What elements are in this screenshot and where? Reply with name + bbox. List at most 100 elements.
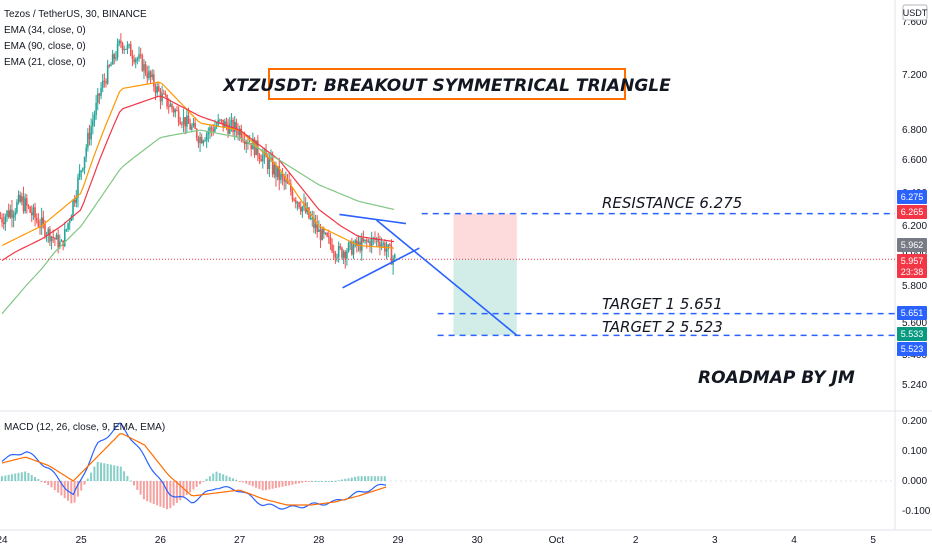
candle-body bbox=[44, 223, 46, 237]
candle-body bbox=[131, 55, 134, 60]
macd-histogram-bar bbox=[324, 481, 327, 482]
candle-body bbox=[293, 199, 295, 201]
candle-body bbox=[139, 54, 142, 56]
time-tick-label: 2 bbox=[633, 535, 639, 546]
candle-body bbox=[352, 245, 355, 255]
macd-histogram-bar bbox=[334, 480, 337, 482]
macd-histogram-bar bbox=[222, 474, 225, 481]
macd-histogram-bar bbox=[70, 481, 73, 504]
candle-body bbox=[370, 238, 373, 247]
price-tag-text: 6.265 bbox=[901, 207, 924, 217]
candle-body bbox=[331, 244, 333, 252]
macd-histogram-bar bbox=[370, 476, 373, 481]
candle-body bbox=[115, 57, 117, 59]
macd-histogram-bar bbox=[265, 481, 267, 491]
macd-histogram-bar bbox=[284, 481, 287, 487]
macd-histogram-bar bbox=[248, 481, 251, 485]
macd-histogram-bar bbox=[172, 481, 175, 506]
candle-body bbox=[200, 136, 203, 144]
candle-body bbox=[294, 199, 297, 204]
candle-body bbox=[250, 143, 253, 150]
candle-body bbox=[379, 242, 381, 247]
candle-body bbox=[92, 120, 94, 127]
candle-body bbox=[252, 138, 254, 150]
macd-histogram-bar bbox=[57, 481, 60, 493]
candle-body bbox=[21, 196, 23, 202]
candle-body bbox=[245, 141, 248, 145]
price-tag-text: 5.523 bbox=[901, 344, 924, 354]
candle-body bbox=[70, 215, 73, 222]
candle-body bbox=[181, 123, 183, 125]
macd-histogram-bar bbox=[182, 481, 185, 498]
price-tick-label: 5.600 bbox=[902, 318, 927, 329]
macd-histogram-bar bbox=[24, 471, 27, 481]
candle-body bbox=[311, 218, 314, 220]
macd-histogram-bar bbox=[86, 478, 89, 481]
macd-histogram-bar bbox=[281, 481, 284, 487]
macd-histogram-bar bbox=[340, 479, 343, 481]
time-tick-label: 4 bbox=[791, 535, 797, 546]
candle-body bbox=[118, 40, 121, 44]
currency-label: USDT bbox=[903, 8, 928, 18]
macd-histogram-bar bbox=[90, 472, 93, 481]
candle-body bbox=[4, 216, 7, 225]
candle-body bbox=[143, 64, 145, 71]
candle-body bbox=[321, 228, 323, 241]
candle-body bbox=[30, 212, 33, 216]
candle-body bbox=[230, 119, 233, 124]
candle-body bbox=[283, 176, 286, 182]
candle-body bbox=[134, 59, 137, 63]
candle-body bbox=[93, 115, 96, 121]
macd-histogram-bar bbox=[218, 473, 221, 481]
candle-body bbox=[324, 232, 327, 234]
candle-body bbox=[240, 128, 243, 139]
macd-histogram-bar bbox=[360, 476, 363, 481]
macd-histogram-bar bbox=[212, 473, 215, 481]
time-tick-label: Oct bbox=[549, 535, 565, 546]
candle-body bbox=[290, 183, 292, 192]
candle-body bbox=[156, 86, 158, 93]
candle-body bbox=[339, 246, 342, 248]
stop-zone bbox=[453, 213, 517, 260]
candle-body bbox=[105, 81, 107, 84]
candle-body bbox=[75, 197, 78, 203]
candle-body bbox=[67, 223, 69, 230]
macd-histogram-bar bbox=[255, 481, 258, 488]
candle-body bbox=[390, 245, 393, 265]
candle-body bbox=[149, 71, 152, 78]
candle-body bbox=[22, 196, 25, 212]
candle-body bbox=[169, 104, 172, 107]
candle-body bbox=[309, 218, 312, 220]
macd-histogram-bar bbox=[83, 481, 86, 485]
candle-body bbox=[148, 71, 150, 79]
macd-histogram-bar bbox=[331, 481, 333, 482]
macd-histogram-bar bbox=[304, 481, 307, 483]
macd-tick-label: 0.100 bbox=[902, 446, 927, 457]
macd-histogram-bar bbox=[314, 481, 317, 482]
macd-histogram-bar bbox=[126, 475, 129, 481]
price-tag-text: 5.651 bbox=[901, 308, 924, 318]
macd-histogram-bar bbox=[321, 481, 324, 482]
macd-histogram-bar bbox=[364, 476, 366, 481]
price-tick-label: 6.800 bbox=[902, 125, 927, 136]
candle-body bbox=[60, 240, 63, 242]
chart-title: XTZUSDT: BREAKOUT SYMMETRICAL TRIANGLE bbox=[222, 76, 671, 96]
candle-body bbox=[40, 217, 43, 228]
triangle-lower-line bbox=[342, 247, 420, 289]
price-tick-label: 6.600 bbox=[902, 155, 927, 166]
candle-body bbox=[349, 241, 352, 244]
candle-body bbox=[52, 236, 55, 239]
macd-histogram-bar bbox=[60, 481, 63, 496]
candle-body bbox=[11, 209, 13, 218]
macd-histogram-bar bbox=[123, 471, 126, 481]
candle-body bbox=[342, 251, 345, 258]
macd-histogram-bar bbox=[149, 481, 152, 503]
currency-badge[interactable] bbox=[902, 4, 928, 21]
candle-body bbox=[78, 170, 81, 178]
candle-body bbox=[12, 215, 15, 218]
macd-histogram-bar bbox=[37, 479, 40, 481]
target2-label: TARGET 2 5.523 bbox=[602, 318, 723, 336]
candle-body bbox=[184, 117, 187, 127]
candle-body bbox=[27, 205, 30, 207]
